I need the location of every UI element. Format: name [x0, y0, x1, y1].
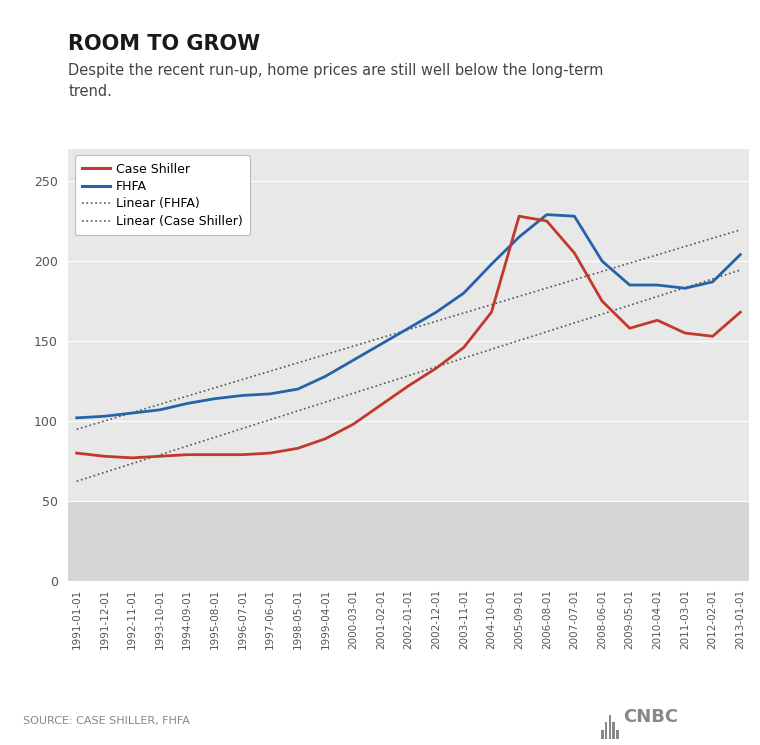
Bar [616, 729, 619, 739]
Bar [609, 715, 611, 739]
Text: Despite the recent run-up, home prices are still well below the long-term
trend.: Despite the recent run-up, home prices a… [68, 63, 603, 99]
Text: SOURCE: CASE SHILLER, FHFA: SOURCE: CASE SHILLER, FHFA [23, 717, 190, 726]
Text: CNBC: CNBC [623, 708, 679, 726]
Text: ROOM TO GROW: ROOM TO GROW [68, 34, 261, 54]
Legend: Case Shiller, FHFA, Linear (FHFA), Linear (Case Shiller): Case Shiller, FHFA, Linear (FHFA), Linea… [74, 155, 250, 235]
Bar [605, 723, 607, 739]
Bar [613, 723, 615, 739]
Bar [68, 501, 749, 581]
Bar [601, 729, 603, 739]
